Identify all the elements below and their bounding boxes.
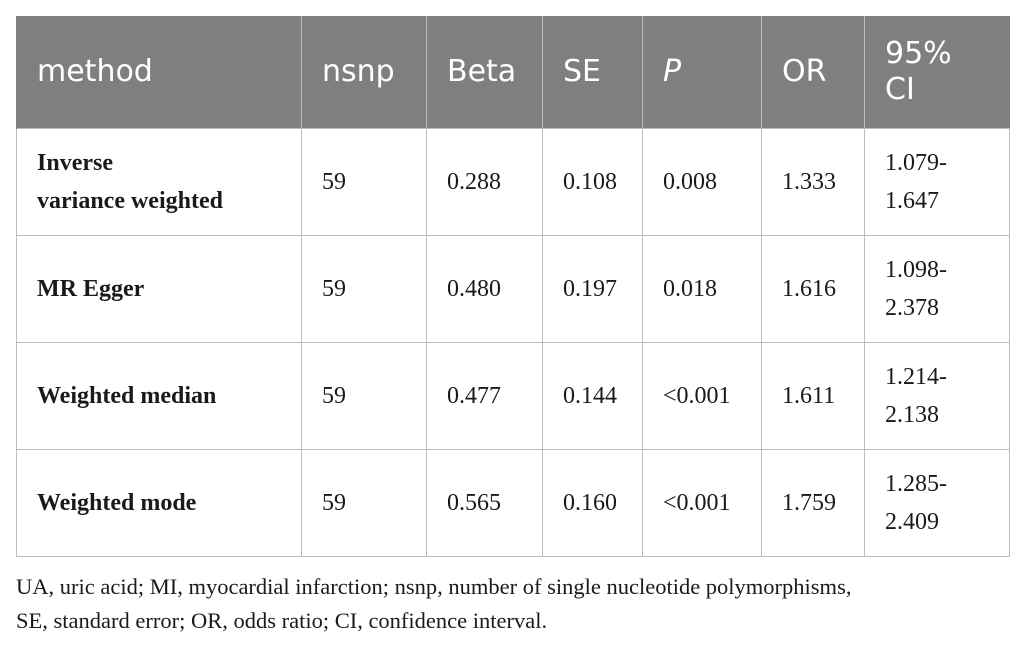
cell-method: MR Egger bbox=[16, 234, 302, 343]
cell-ci: 1.098- 2.378 bbox=[864, 234, 1010, 343]
cell-ci: 1.285- 2.409 bbox=[864, 448, 1010, 557]
table-row: Weighted mode 59 0.565 0.160 <0.001 1.75… bbox=[16, 448, 1010, 557]
header-method: method bbox=[16, 16, 302, 128]
cell-beta: 0.480 bbox=[426, 234, 543, 343]
ci-upper: 1.647 bbox=[885, 187, 939, 214]
header-beta: Beta bbox=[426, 16, 543, 128]
footnote-line2: SE, standard error; OR, odds ratio; CI, … bbox=[16, 608, 548, 633]
cell-ci: 1.079- 1.647 bbox=[864, 127, 1010, 236]
header-ci-line1: 95% bbox=[885, 35, 952, 71]
cell-p: <0.001 bbox=[642, 341, 762, 450]
cell-or: 1.616 bbox=[761, 234, 865, 343]
cell-p: 0.018 bbox=[642, 234, 762, 343]
cell-se: 0.160 bbox=[542, 448, 643, 557]
header-p: P bbox=[642, 16, 762, 128]
method-line1: Inverse bbox=[37, 149, 113, 176]
ci-lower: 1.285- bbox=[885, 470, 947, 497]
cell-method: Weighted mode bbox=[16, 448, 302, 557]
cell-p: 0.008 bbox=[642, 127, 762, 236]
ci-upper: 2.409 bbox=[885, 508, 939, 535]
table-row: MR Egger 59 0.480 0.197 0.018 1.616 1.09… bbox=[16, 234, 1010, 343]
table-body: Inverse variance weighted 59 0.288 0.108… bbox=[16, 127, 1010, 557]
footnote-line1: UA, uric acid; MI, myocardial infarction… bbox=[16, 574, 852, 599]
header-or: OR bbox=[761, 16, 865, 128]
header-ci-line2: CI bbox=[885, 71, 915, 107]
ci-lower: 1.079- bbox=[885, 149, 947, 176]
cell-nsnp: 59 bbox=[301, 448, 427, 557]
cell-nsnp: 59 bbox=[301, 127, 427, 236]
header-se: SE bbox=[542, 16, 643, 128]
cell-or: 1.333 bbox=[761, 127, 865, 236]
method-line2: variance weighted bbox=[37, 187, 223, 214]
cell-ci: 1.214- 2.138 bbox=[864, 341, 1010, 450]
results-table-container: method nsnp Beta SE P OR 95% CI Inverse … bbox=[16, 16, 1010, 557]
ci-upper: 2.138 bbox=[885, 401, 939, 428]
cell-se: 0.197 bbox=[542, 234, 643, 343]
cell-or: 1.759 bbox=[761, 448, 865, 557]
ci-lower: 1.214- bbox=[885, 363, 947, 390]
cell-beta: 0.565 bbox=[426, 448, 543, 557]
ci-upper: 2.378 bbox=[885, 294, 939, 321]
cell-p: <0.001 bbox=[642, 448, 762, 557]
cell-method: Inverse variance weighted bbox=[16, 127, 302, 236]
table-row: Inverse variance weighted 59 0.288 0.108… bbox=[16, 127, 1010, 236]
table-row: Weighted median 59 0.477 0.144 <0.001 1.… bbox=[16, 341, 1010, 450]
cell-or: 1.611 bbox=[761, 341, 865, 450]
header-nsnp: nsnp bbox=[301, 16, 427, 128]
header-row: method nsnp Beta SE P OR 95% CI bbox=[16, 16, 1010, 128]
table-footnote: UA, uric acid; MI, myocardial infarction… bbox=[16, 570, 1016, 638]
cell-beta: 0.288 bbox=[426, 127, 543, 236]
cell-method: Weighted median bbox=[16, 341, 302, 450]
cell-nsnp: 59 bbox=[301, 341, 427, 450]
cell-se: 0.108 bbox=[542, 127, 643, 236]
ci-lower: 1.098- bbox=[885, 256, 947, 283]
mr-results-table: method nsnp Beta SE P OR 95% CI Inverse … bbox=[16, 16, 1010, 557]
cell-se: 0.144 bbox=[542, 341, 643, 450]
cell-nsnp: 59 bbox=[301, 234, 427, 343]
table-header: method nsnp Beta SE P OR 95% CI bbox=[16, 16, 1010, 128]
header-ci: 95% CI bbox=[864, 16, 1010, 128]
cell-beta: 0.477 bbox=[426, 341, 543, 450]
